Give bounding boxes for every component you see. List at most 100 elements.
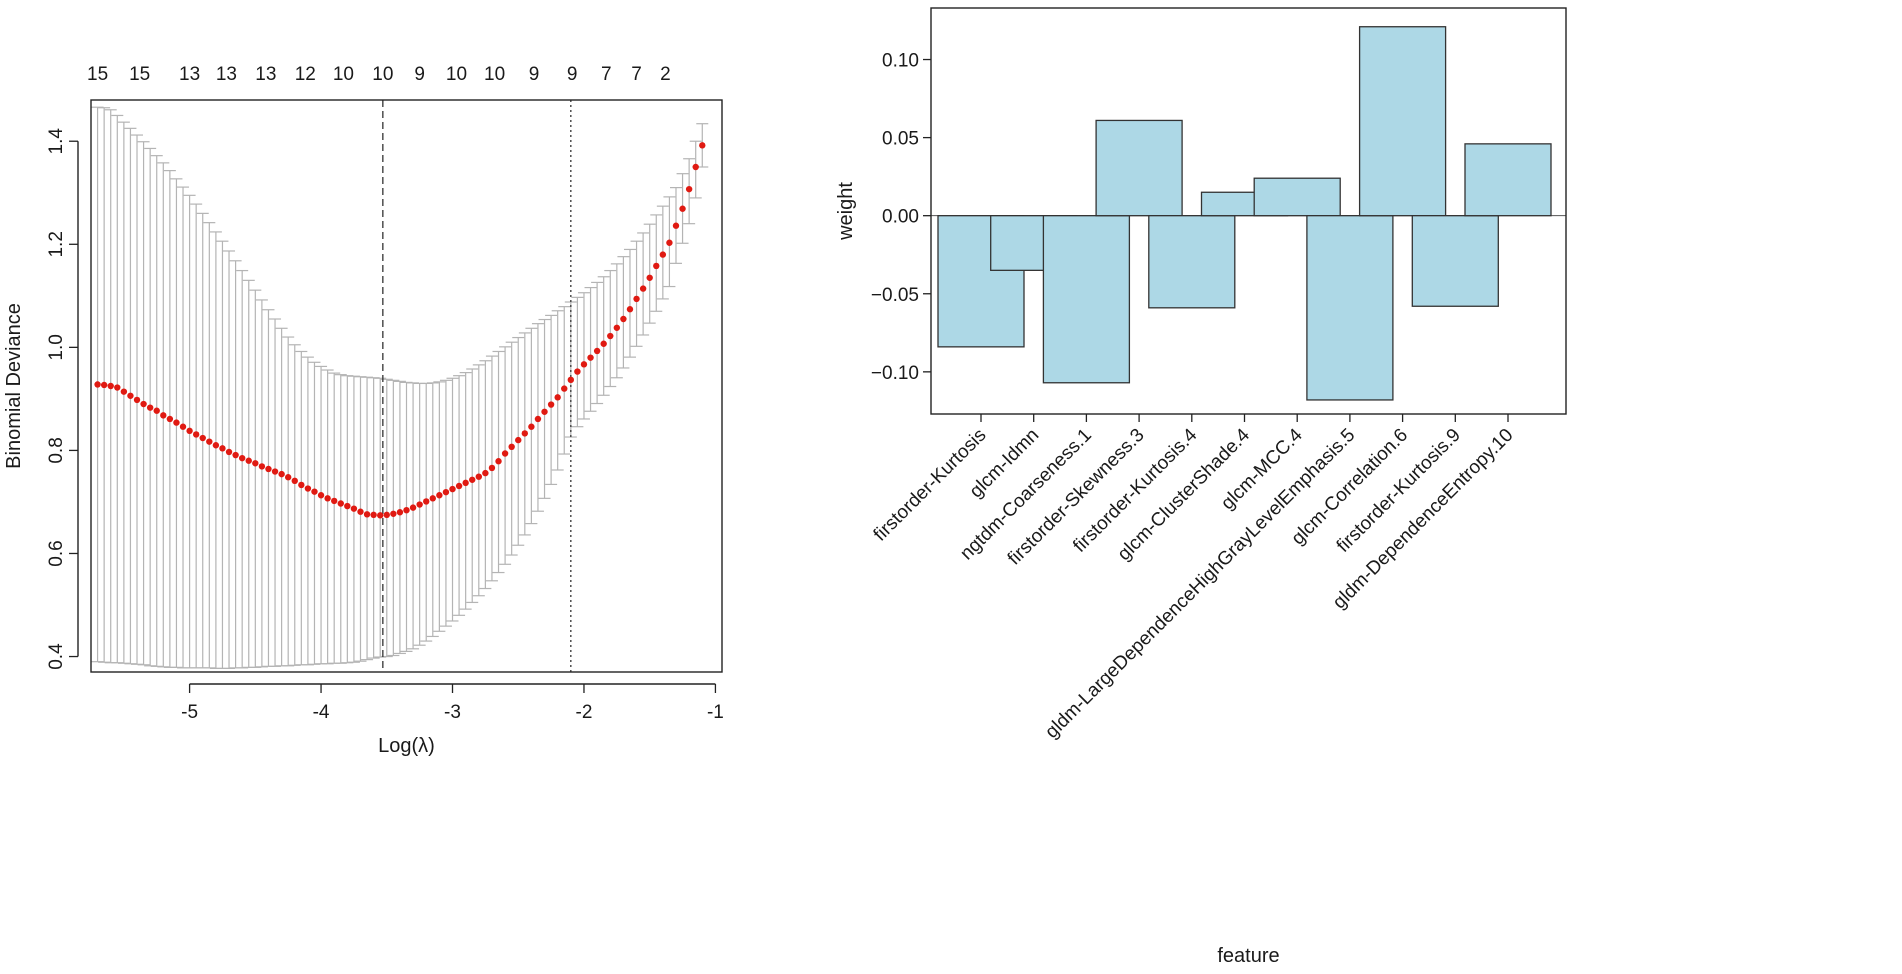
top-axis-label: 7 — [631, 64, 642, 85]
y-tick-label: 0.05 — [882, 129, 919, 150]
deviance-point — [587, 354, 594, 361]
deviance-point — [462, 479, 469, 487]
top-axis-label: 10 — [372, 64, 393, 85]
deviance-point — [561, 385, 568, 392]
weight-bar — [1464, 143, 1552, 217]
x-tick-label: -1 — [707, 702, 724, 723]
top-axis-label: 2 — [660, 64, 671, 85]
deviance-point — [423, 498, 430, 505]
deviance-point — [166, 415, 174, 423]
deviance-point — [377, 512, 384, 519]
top-axis-label: 9 — [567, 64, 578, 85]
deviance-point — [278, 470, 285, 478]
deviance-point — [350, 505, 358, 512]
deviance-point — [127, 392, 134, 399]
plot-frame — [930, 7, 1567, 415]
deviance-point — [120, 388, 128, 395]
x-tick-label: -2 — [576, 702, 593, 723]
deviance-point — [442, 488, 450, 496]
y-tick-label: 1.4 — [46, 128, 67, 155]
y-tick-label: 0.8 — [46, 437, 67, 463]
y-axis-ticks: −0.10 −0.05 0.00 0.05 0.10 — [871, 51, 931, 384]
deviance-point — [363, 511, 371, 518]
deviance-point — [252, 460, 259, 467]
plot-frame — [90, 99, 723, 673]
deviance-point — [666, 239, 673, 246]
deviance-point — [633, 295, 640, 303]
deviance-point — [593, 347, 601, 355]
deviance-point — [475, 473, 483, 480]
top-axis-label: 9 — [414, 64, 425, 85]
deviance-point — [436, 492, 443, 499]
deviance-point — [672, 222, 680, 229]
deviance-point — [685, 185, 693, 193]
deviance-point — [330, 497, 338, 505]
deviance-point — [265, 465, 272, 473]
deviance-point — [574, 368, 581, 375]
deviance-point — [653, 262, 660, 270]
deviance-point — [383, 511, 390, 519]
deviance-point — [114, 384, 121, 391]
deviance-point — [469, 476, 476, 483]
x-tick-label: -3 — [444, 702, 461, 723]
x-tick-label: -4 — [313, 702, 330, 723]
y-tick-label: 0.4 — [46, 643, 67, 670]
deviance-point — [482, 469, 489, 477]
deviance-point — [179, 423, 187, 430]
top-axis-label: 10 — [446, 64, 467, 85]
deviance-point — [298, 481, 305, 489]
error-bars — [91, 106, 709, 669]
top-axis-label: 12 — [295, 64, 316, 85]
y-tick-label: −0.05 — [871, 285, 919, 306]
deviance-point — [547, 401, 555, 408]
deviance-point — [508, 443, 515, 451]
deviance-point — [409, 504, 417, 511]
deviance-point — [495, 458, 502, 465]
deviance-point — [344, 502, 351, 510]
deviance-point — [613, 324, 621, 331]
y-tick-label: 1.0 — [46, 334, 67, 360]
deviance-point — [357, 508, 364, 515]
deviance-point — [626, 306, 634, 313]
weight-bar — [1042, 215, 1131, 384]
deviance-point — [679, 205, 686, 212]
deviance-point — [100, 381, 108, 389]
deviance-point — [580, 361, 588, 368]
deviance-point — [554, 394, 561, 401]
deviance-point — [153, 407, 160, 414]
deviance-point — [199, 434, 206, 442]
deviance-point — [225, 448, 233, 456]
weight-bar — [1253, 177, 1341, 217]
y-tick-label: −0.10 — [871, 363, 919, 384]
deviance-point — [607, 332, 614, 340]
feature-weight-chart: −0.10 −0.05 0.00 0.05 0.10 firstorder-Kurtos… — [835, 7, 1567, 967]
deviance-point — [600, 340, 607, 347]
top-axis-label: 13 — [255, 64, 276, 85]
deviance-points — [94, 142, 706, 519]
deviance-point — [146, 404, 154, 411]
top-axis-label: 15 — [87, 64, 108, 85]
y-tick-label: 0.00 — [882, 207, 919, 228]
x-axis-title: Log(λ) — [378, 735, 435, 757]
deviance-point — [107, 382, 114, 390]
weight-bar — [1148, 215, 1236, 309]
top-axis-label: 10 — [333, 64, 354, 85]
deviance-point — [659, 251, 667, 258]
weight-bar — [1306, 215, 1394, 401]
deviance-point — [528, 423, 535, 430]
deviance-point — [245, 457, 252, 464]
deviance-point — [94, 381, 101, 388]
deviance-point — [133, 396, 141, 404]
deviance-point — [311, 488, 318, 495]
deviance-point — [567, 376, 575, 384]
weight-bar — [1095, 119, 1183, 217]
deviance-point — [488, 464, 496, 472]
x-axis-ticks: firstorder-Kurtosisglcm-Idmnngtdm-Coarse… — [870, 414, 1518, 743]
weight-bar — [1358, 26, 1447, 217]
deviance-point — [403, 506, 410, 514]
deviance-point — [416, 501, 423, 508]
deviance-point — [515, 436, 522, 444]
deviance-point — [317, 492, 325, 499]
deviance-point — [396, 509, 404, 516]
